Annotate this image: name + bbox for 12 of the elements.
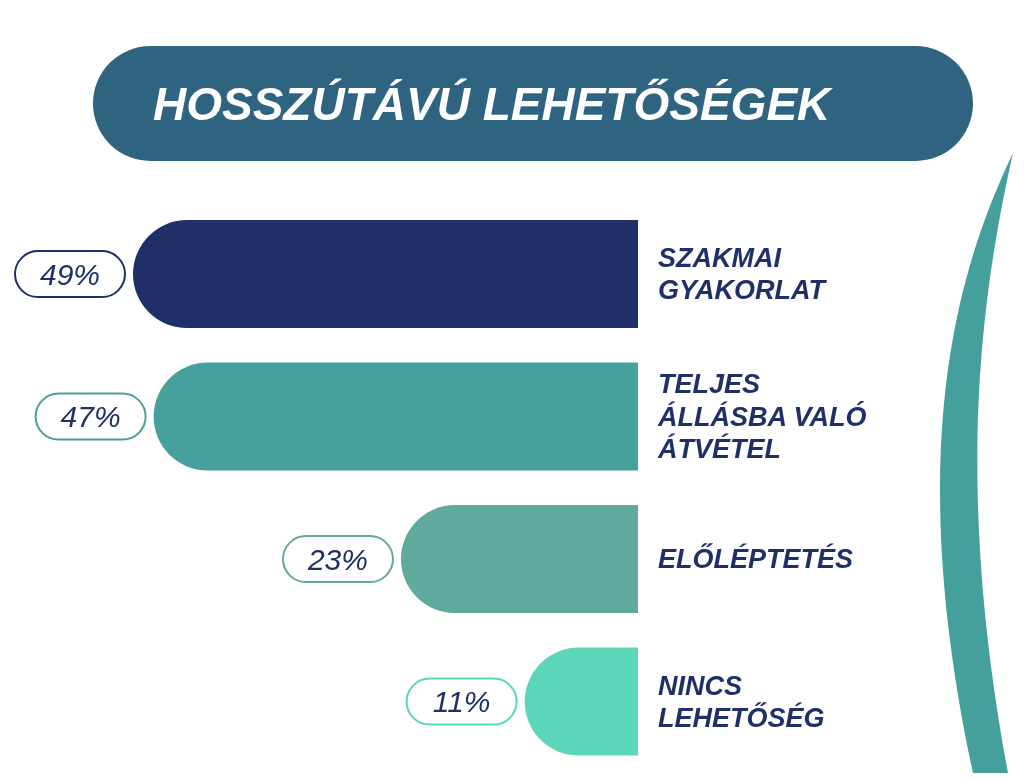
- data-label: 47%: [60, 400, 121, 434]
- chart-title: HOSSZÚTÁVÚ LEHETŐSÉGEK: [153, 76, 831, 131]
- bar: [401, 505, 638, 614]
- bar: [133, 220, 638, 329]
- y-tick-label: NINCS LEHETŐSÉG: [658, 670, 825, 733]
- data-label: 49%: [39, 257, 101, 291]
- bar: [153, 362, 638, 471]
- y-tick-label: ELŐLÉPTETÉS: [658, 543, 854, 575]
- data-label: 23%: [306, 542, 368, 576]
- y-tick-label: TELJES ÁLLÁSBA VALÓ ÁTVÉTEL: [657, 369, 867, 465]
- data-label: 11%: [432, 685, 491, 719]
- y-tick-label: SZAKMAI GYAKORLAT: [658, 243, 828, 306]
